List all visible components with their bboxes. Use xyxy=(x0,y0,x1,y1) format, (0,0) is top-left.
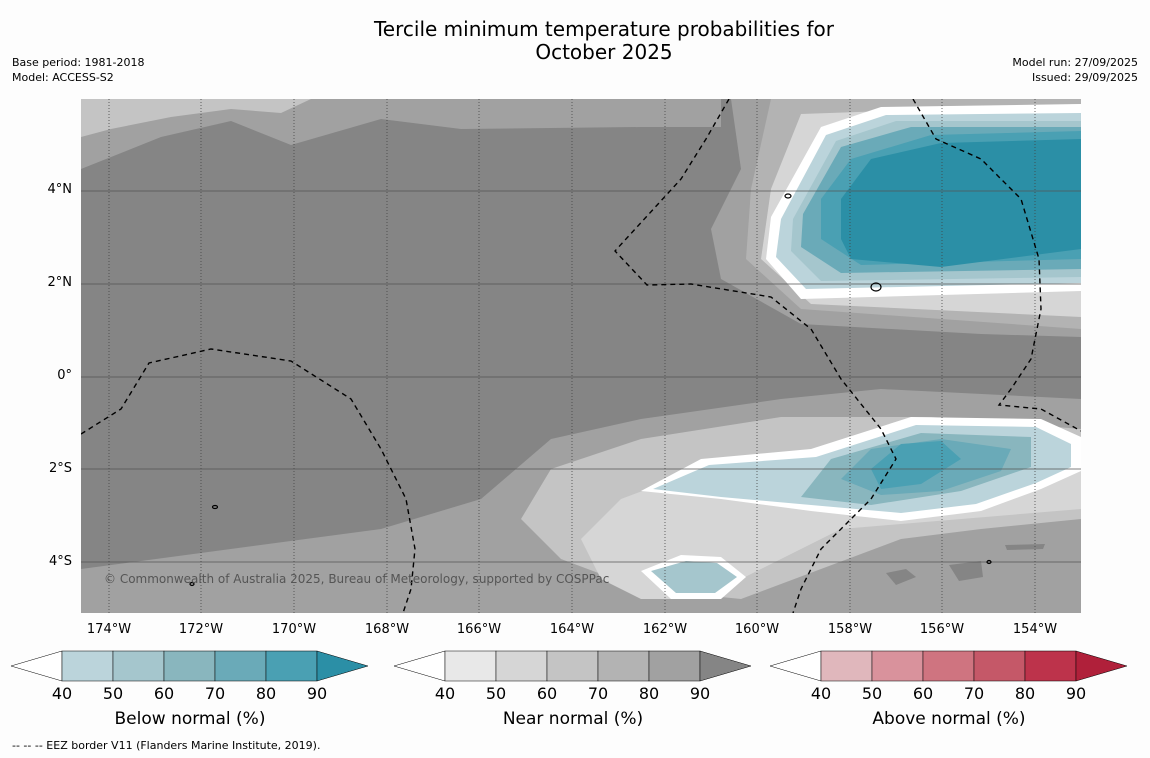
meta-right: Model run: 27/09/2025 Issued: 29/09/2025 xyxy=(1012,55,1138,85)
cb0-seg0 xyxy=(11,650,63,682)
eez-footnote: -- -- -- EEZ border V11 (Flanders Marine… xyxy=(12,739,321,752)
title-line-1: Tercile minimum temperature probabilitie… xyxy=(373,17,835,41)
cb2-seg3 xyxy=(922,650,975,682)
colorbar-above-normal xyxy=(770,650,1128,682)
cb0-tick-90: 90 xyxy=(306,684,328,703)
cb2-seg2 xyxy=(871,650,924,682)
cb1-tick-90: 90 xyxy=(689,684,711,703)
cb1-tick-60: 60 xyxy=(536,684,558,703)
cb1-tick-70: 70 xyxy=(587,684,609,703)
cb2-seg1 xyxy=(820,650,873,682)
cb2-tick-70: 70 xyxy=(963,684,985,703)
islands xyxy=(189,193,992,587)
cb0-tick-50: 50 xyxy=(102,684,124,703)
patch-3 xyxy=(1005,544,1045,550)
cb2-tick-50: 50 xyxy=(861,684,883,703)
patch-2 xyxy=(949,561,983,581)
map-svg xyxy=(81,99,1081,613)
cb0-seg3 xyxy=(163,650,216,682)
below-normal-south-80 xyxy=(871,441,961,489)
cb0-tick-80: 80 xyxy=(255,684,277,703)
cb1-seg6 xyxy=(699,650,752,682)
cb1-tick-80: 80 xyxy=(638,684,660,703)
lon-label-170w: 170°W xyxy=(271,622,317,637)
cb1-seg1 xyxy=(444,650,497,682)
cb0-seg4 xyxy=(214,650,267,682)
colorbar-label-below: Below normal (%) xyxy=(114,709,266,729)
colorbar-near-normal xyxy=(394,650,752,682)
cb0-seg6 xyxy=(316,650,369,682)
cb2-tick-40: 40 xyxy=(810,684,832,703)
lon-label-164w: 164°W xyxy=(549,622,595,637)
patch-1 xyxy=(886,569,916,585)
lon-label-154w: 154°W xyxy=(1012,622,1058,637)
cb1-tick-40: 40 xyxy=(434,684,456,703)
model-name: Model: ACCESS-S2 xyxy=(12,71,114,84)
lat-label-0: 0° xyxy=(57,368,72,383)
colorbar-below-normal xyxy=(11,650,369,682)
chart-title: Tercile minimum temperature probabilitie… xyxy=(0,18,1150,64)
lon-label-172w: 172°W xyxy=(178,622,224,637)
colorbar-label-above: Above normal (%) xyxy=(872,709,1026,729)
base-period: Base period: 1981-2018 xyxy=(12,56,145,69)
cb0-seg1 xyxy=(61,650,114,682)
lon-label-156w: 156°W xyxy=(919,622,965,637)
below-normal-ne-90 xyxy=(841,139,1081,267)
cb2-tick-60: 60 xyxy=(912,684,934,703)
lon-label-160w: 160°W xyxy=(734,622,780,637)
lat-label-2s: 2°S xyxy=(48,461,72,476)
cb1-seg5 xyxy=(648,650,701,682)
near-normal-band-top xyxy=(81,99,721,169)
copyright-notice: © Commonwealth of Australia 2025, Bureau… xyxy=(104,572,610,586)
cb0-tick-40: 40 xyxy=(51,684,73,703)
cb2-seg6 xyxy=(1075,650,1128,682)
cb0-tick-60: 60 xyxy=(153,684,175,703)
model-run: Model run: 27/09/2025 xyxy=(1012,56,1138,69)
cb1-tick-50: 50 xyxy=(485,684,507,703)
cb0-seg2 xyxy=(112,650,165,682)
cb1-seg2 xyxy=(495,650,548,682)
colorbar-label-near: Near normal (%) xyxy=(502,709,644,729)
lon-label-168w: 168°W xyxy=(364,622,410,637)
cb1-seg3 xyxy=(546,650,599,682)
lon-label-174w: 174°W xyxy=(86,622,132,637)
issued-date: Issued: 29/09/2025 xyxy=(1031,71,1138,84)
cb2-seg4 xyxy=(973,650,1026,682)
cb2-seg0 xyxy=(770,650,822,682)
cb1-seg0 xyxy=(394,650,446,682)
cb0-seg5 xyxy=(265,650,318,682)
cb0-tick-70: 70 xyxy=(204,684,226,703)
cb1-seg4 xyxy=(597,650,650,682)
title-line-2: October 2025 xyxy=(535,40,673,64)
cb2-tick-90: 90 xyxy=(1065,684,1087,703)
eez-borders xyxy=(81,99,1081,613)
cb2-seg5 xyxy=(1024,650,1077,682)
lat-label-4s: 4°S xyxy=(48,554,72,569)
lat-label-2n: 2°N xyxy=(47,275,73,290)
lon-label-162w: 162°W xyxy=(642,622,688,637)
cb2-tick-80: 80 xyxy=(1014,684,1036,703)
near-normal-band-top-light xyxy=(81,99,311,137)
lat-label-4n: 4°N xyxy=(47,182,73,197)
below-normal-small-50 xyxy=(651,561,737,593)
lon-label-158w: 158°W xyxy=(827,622,873,637)
meta-left: Base period: 1981-2018 Model: ACCESS-S2 xyxy=(12,55,144,85)
latitude-lines xyxy=(81,190,1081,563)
lon-label-166w: 166°W xyxy=(456,622,502,637)
probability-map[interactable]: © Commonwealth of Australia 2025, Bureau… xyxy=(81,99,1081,613)
